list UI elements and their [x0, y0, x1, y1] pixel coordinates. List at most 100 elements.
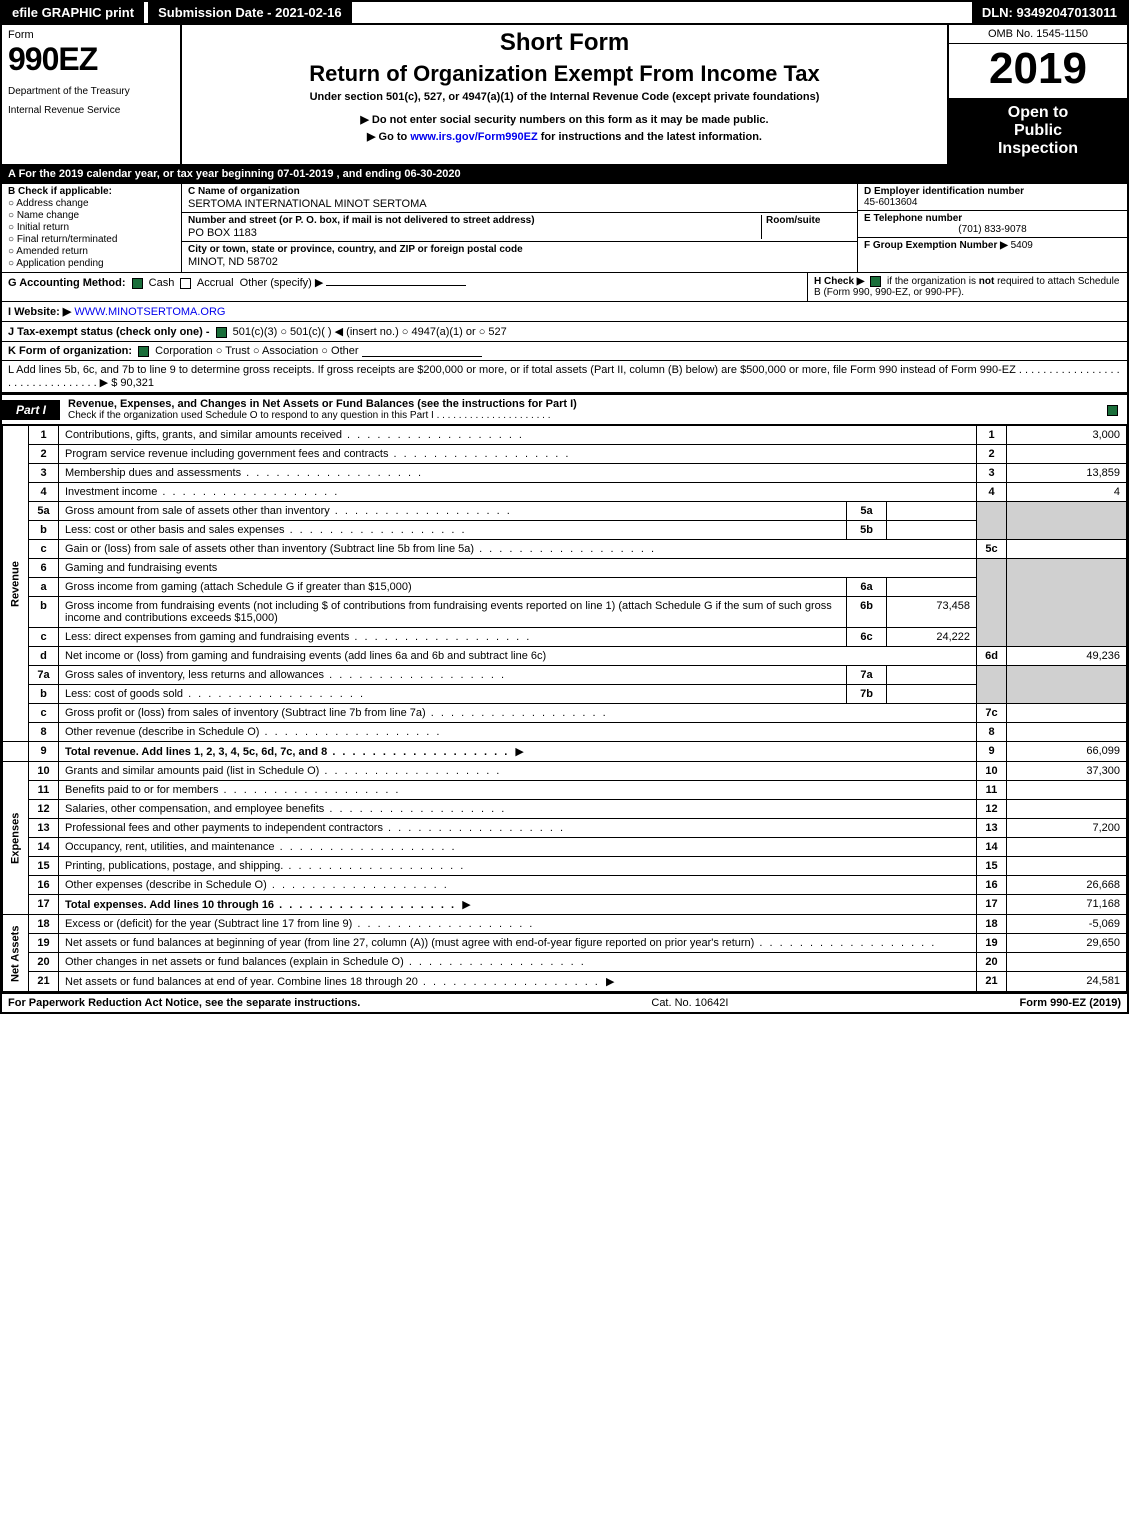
identity-block: B Check if applicable: Address change Na…: [2, 184, 1127, 273]
k-opts: Corporation ○ Trust ○ Association ○ Othe…: [155, 345, 358, 357]
c-name-label: C Name of organization: [188, 186, 300, 197]
form-title-block: Short Form Return of Organization Exempt…: [182, 25, 947, 164]
desc-18: Excess or (deficit) for the year (Subtra…: [65, 918, 534, 930]
side-expenses: Expenses: [3, 762, 29, 915]
num-17: 17: [977, 895, 1007, 915]
chk-initial-return[interactable]: Initial return: [8, 222, 175, 233]
department-1: Department of the Treasury: [8, 86, 174, 97]
desc-6c: Less: direct expenses from gaming and fu…: [65, 631, 531, 643]
desc-5b: Less: cost or other basis and sales expe…: [65, 524, 467, 536]
val-12: [1007, 800, 1127, 819]
form-right-block: OMB No. 1545-1150 2019 Open to Public In…: [947, 25, 1127, 164]
desc-3: Membership dues and assessments: [65, 467, 423, 479]
top-bar: efile GRAPHIC print Submission Date - 20…: [2, 2, 1127, 25]
k-label: K Form of organization:: [8, 345, 132, 357]
chk-cash[interactable]: [132, 278, 143, 289]
side-net-assets: Net Assets: [3, 915, 29, 992]
chk-name-change[interactable]: Name change: [8, 210, 175, 221]
ln-19: 19: [29, 934, 59, 953]
desc-5a: Gross amount from sale of assets other t…: [65, 505, 512, 517]
val-18: -5,069: [1007, 915, 1127, 934]
miniv-5a: [887, 502, 977, 521]
open-to-public: Open to Public Inspection: [949, 98, 1127, 164]
val-3: 13,859: [1007, 464, 1127, 483]
ln-20: 20: [29, 953, 59, 972]
goto-prefix: ▶ Go to: [367, 131, 410, 143]
num-21: 21: [977, 972, 1007, 992]
chk-amended-return[interactable]: Amended return: [8, 246, 175, 257]
desc-6b: Gross income from fundraising events (no…: [59, 597, 847, 628]
num-12: 12: [977, 800, 1007, 819]
irs-link[interactable]: www.irs.gov/Form990EZ: [410, 131, 537, 143]
chk-address-change[interactable]: Address change: [8, 198, 175, 209]
ln-9: 9: [29, 742, 59, 762]
ein-value: 45-6013604: [864, 197, 917, 208]
ln-7b: b: [29, 685, 59, 704]
part-i-header: Part I Revenue, Expenses, and Changes in…: [2, 393, 1127, 425]
num-11: 11: [977, 781, 1007, 800]
ln-13: 13: [29, 819, 59, 838]
e-label: E Telephone number: [864, 213, 962, 224]
website-link[interactable]: WWW.MINOTSERTOMA.ORG: [74, 306, 225, 318]
mini-7b: 7b: [847, 685, 887, 704]
miniv-6a: [887, 578, 977, 597]
submission-date: Submission Date - 2021-02-16: [148, 2, 352, 23]
part-i-tab: Part I: [2, 400, 60, 420]
under-section: Under section 501(c), 527, or 4947(a)(1)…: [190, 91, 939, 103]
open-3: Inspection: [953, 140, 1123, 158]
ln-17: 17: [29, 895, 59, 915]
chk-h[interactable]: [870, 276, 881, 287]
chk-501c3[interactable]: [216, 327, 227, 338]
form-label: Form: [8, 29, 174, 41]
desc-7b: Less: cost of goods sold: [65, 688, 365, 700]
desc-19: Net assets or fund balances at beginning…: [65, 937, 936, 949]
efile-print-button[interactable]: efile GRAPHIC print: [2, 2, 144, 23]
val-7c: [1007, 704, 1127, 723]
mini-5a: 5a: [847, 502, 887, 521]
val-2: [1007, 445, 1127, 464]
i-label: I Website: ▶: [8, 306, 71, 318]
ln-18: 18: [29, 915, 59, 934]
mini-7a: 7a: [847, 666, 887, 685]
org-address: PO BOX 1183: [188, 227, 761, 239]
val-15: [1007, 857, 1127, 876]
part-i-table: Revenue 1 Contributions, gifts, grants, …: [2, 425, 1127, 992]
ln-6a: a: [29, 578, 59, 597]
section-b: B Check if applicable: Address change Na…: [2, 184, 182, 272]
other-label: Other (specify) ▶: [240, 277, 324, 289]
desc-6d: Net income or (loss) from gaming and fun…: [59, 647, 977, 666]
chk-final-return[interactable]: Final return/terminated: [8, 234, 175, 245]
miniv-7a: [887, 666, 977, 685]
title-return: Return of Organization Exempt From Incom…: [190, 61, 939, 87]
chk-corporation[interactable]: [138, 346, 149, 357]
form-number: 990EZ: [8, 41, 174, 78]
desc-2: Program service revenue including govern…: [65, 448, 570, 460]
ln-16: 16: [29, 876, 59, 895]
chk-application-pending[interactable]: Application pending: [8, 258, 175, 269]
val-10: 37,300: [1007, 762, 1127, 781]
desc-1: Contributions, gifts, grants, and simila…: [65, 429, 524, 441]
desc-14: Occupancy, rent, utilities, and maintena…: [65, 841, 457, 853]
tax-year: 2019: [949, 44, 1127, 94]
ln-6: 6: [29, 559, 59, 578]
num-15: 15: [977, 857, 1007, 876]
chk-accrual[interactable]: [180, 278, 191, 289]
c-addr-label: Number and street (or P. O. box, if mail…: [188, 215, 535, 226]
j-label: J Tax-exempt status (check only one) -: [8, 326, 213, 338]
chk-schedule-o[interactable]: [1107, 405, 1118, 416]
l-text: L Add lines 5b, 6c, and 7b to line 9 to …: [8, 364, 1120, 389]
val-13: 7,200: [1007, 819, 1127, 838]
val-16: 26,668: [1007, 876, 1127, 895]
val-21: 24,581: [1007, 972, 1127, 992]
d-label: D Employer identification number: [864, 186, 1024, 197]
form-id-block: Form 990EZ Department of the Treasury In…: [2, 25, 182, 164]
desc-11: Benefits paid to or for members: [65, 784, 401, 796]
num-18: 18: [977, 915, 1007, 934]
num-19: 19: [977, 934, 1007, 953]
val-14: [1007, 838, 1127, 857]
num-5c: 5c: [977, 540, 1007, 559]
miniv-7b: [887, 685, 977, 704]
org-name: SERTOMA INTERNATIONAL MINOT SERTOMA: [188, 198, 851, 210]
desc-9: Total revenue. Add lines 1, 2, 3, 4, 5c,…: [65, 746, 509, 758]
num-9: 9: [977, 742, 1007, 762]
